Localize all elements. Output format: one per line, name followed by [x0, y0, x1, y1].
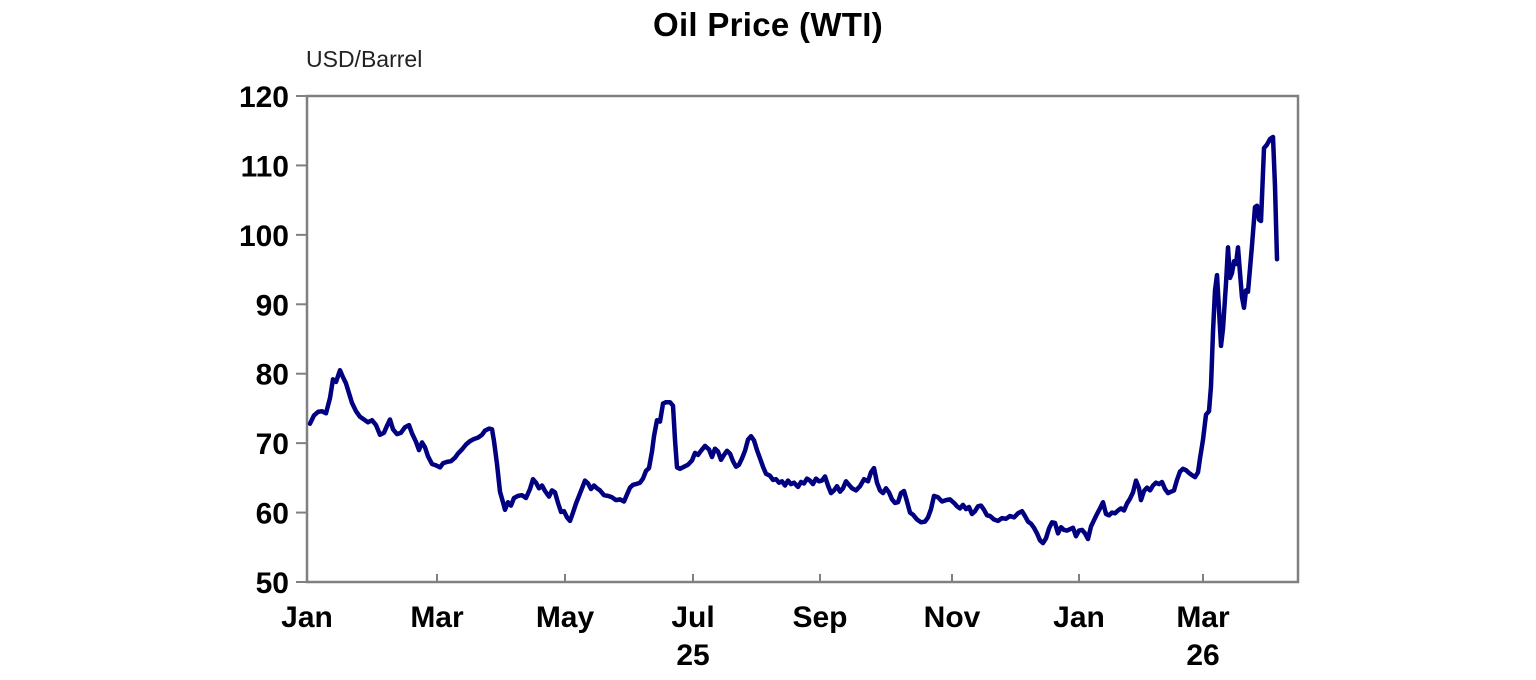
y-tick-label: 100: [239, 220, 289, 253]
y-tick-label: 50: [256, 567, 289, 600]
x-tick-label: Nov: [924, 601, 981, 634]
y-tick-label: 90: [256, 289, 289, 322]
x-year-label: 26: [1186, 639, 1219, 672]
x-tick-label: Sep: [792, 601, 847, 634]
x-tick-label: Jan: [1053, 601, 1105, 634]
y-axis-unit-label: USD/Barrel: [306, 46, 423, 72]
series-wti: [307, 134, 1280, 546]
y-axis: 50 60 70 80 90 100 110 120: [239, 81, 307, 600]
chart-title: Oil Price (WTI): [652, 6, 884, 43]
y-tick-label: 80: [256, 359, 289, 392]
x-tick-label: Mar: [410, 601, 464, 634]
plot-frame: [305, 94, 1300, 584]
y-tick-label: 60: [256, 498, 289, 531]
x-tick-label: Mar: [1176, 601, 1230, 634]
y-tick-label: 110: [241, 150, 289, 183]
y-tick-label: 70: [256, 428, 289, 461]
x-tick-label: Jan: [281, 601, 333, 634]
x-axis: Jan Mar May Jul 25 Sep Nov Jan Mar 26: [281, 574, 1230, 672]
price-line: [307, 134, 1280, 546]
x-tick-label: May: [536, 601, 595, 634]
x-tick-label: Jul: [671, 601, 714, 634]
y-tick-label: 120: [239, 81, 289, 114]
x-year-label: 25: [676, 639, 709, 672]
